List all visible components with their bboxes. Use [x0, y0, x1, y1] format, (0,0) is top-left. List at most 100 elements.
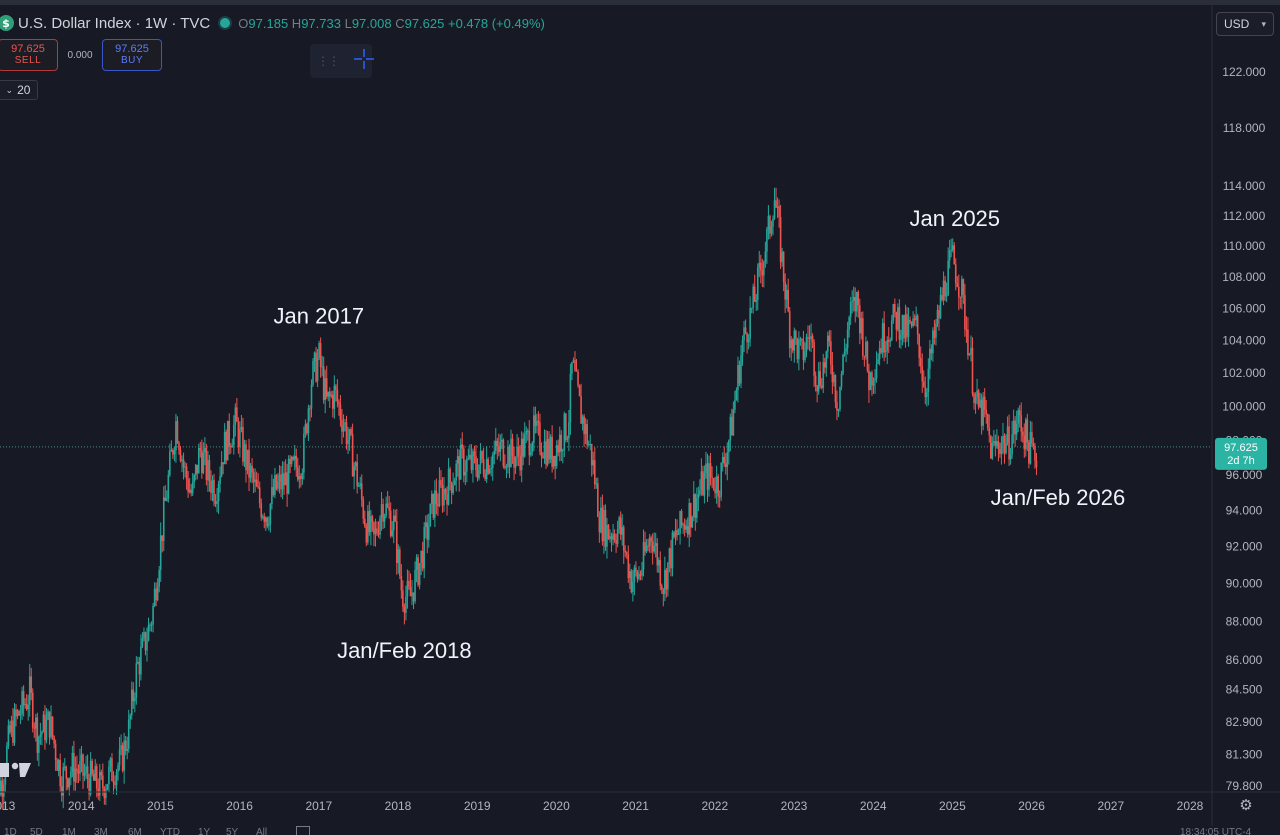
candle-body — [432, 493, 435, 518]
crosshair-icon[interactable] — [353, 48, 375, 75]
candle — [1000, 436, 1003, 465]
y-tick-label: 118.000 — [1223, 121, 1266, 135]
close-value: 97.625 — [404, 15, 445, 31]
candle-body — [391, 530, 394, 536]
candle — [295, 448, 298, 477]
candle — [846, 321, 849, 355]
candle — [488, 464, 491, 475]
candle — [134, 692, 136, 713]
candle — [129, 713, 132, 729]
candle — [741, 335, 744, 366]
candle-body — [1, 780, 4, 797]
candle — [755, 293, 758, 311]
candle — [106, 783, 109, 791]
candle-body — [813, 341, 815, 376]
candle — [641, 561, 643, 581]
candle — [845, 343, 847, 363]
candle — [889, 337, 892, 347]
candle — [82, 753, 84, 789]
symbol-title[interactable]: U.S. Dollar Index · 1W · TVC — [18, 14, 211, 32]
candle-body — [412, 592, 415, 602]
candle-body — [916, 315, 919, 335]
candle-body — [551, 436, 553, 467]
timeframe-5d[interactable]: 5D — [30, 827, 43, 835]
candle — [598, 511, 601, 543]
candle-body — [254, 479, 256, 483]
candle-body — [977, 390, 980, 408]
drag-grip-icon[interactable]: ⋮⋮ — [317, 54, 340, 68]
candle-body — [779, 217, 782, 263]
candle — [590, 443, 593, 477]
candle-body — [820, 385, 823, 388]
candle-body — [846, 329, 849, 349]
candle-body — [996, 441, 998, 446]
dollar-icon[interactable]: $ — [0, 15, 14, 31]
candle-body — [427, 526, 430, 540]
timeframe-3m[interactable]: 3M — [94, 827, 108, 835]
candle — [383, 513, 386, 529]
candle-body — [36, 717, 39, 753]
candle-body — [514, 457, 517, 468]
candle-body — [604, 510, 607, 547]
settings-gear-icon[interactable]: ⚙ — [1239, 797, 1253, 814]
timeframe-all[interactable]: All — [256, 827, 268, 835]
annotation-label[interactable]: Jan/Feb 2026 — [991, 485, 1126, 510]
candle-body — [814, 375, 817, 386]
candle-body — [458, 456, 461, 480]
candle — [243, 439, 246, 467]
calendar-icon[interactable] — [296, 826, 310, 835]
timeframe-6m[interactable]: 6M — [128, 827, 142, 835]
candle-body — [178, 442, 180, 451]
candle-body — [263, 516, 266, 522]
candle-body — [988, 427, 991, 436]
candle-body — [360, 483, 363, 500]
annotation-label[interactable]: Jan 2025 — [910, 206, 1001, 231]
candle — [540, 442, 543, 468]
candle-body — [775, 200, 777, 208]
candle-body — [660, 585, 663, 590]
buy-button[interactable]: 97.625 BUY — [102, 39, 162, 71]
candle — [953, 242, 956, 265]
candle-body — [901, 315, 904, 336]
timeframe-1d[interactable]: 1D — [4, 827, 17, 835]
candle-body — [1003, 435, 1006, 454]
candle — [537, 411, 540, 436]
candle-body — [303, 433, 305, 473]
floating-toolbar[interactable]: ⋮⋮ — [310, 44, 375, 78]
indicator-legend-toggle[interactable]: ⌄ 20 — [0, 80, 38, 100]
candle-body — [301, 472, 304, 479]
candle-body — [383, 515, 386, 522]
candle — [172, 448, 174, 459]
annotation-label[interactable]: Jan/Feb 2018 — [337, 638, 472, 663]
candle — [702, 465, 704, 497]
candle — [353, 462, 355, 490]
timeframe-1y[interactable]: 1Y — [198, 827, 211, 835]
timeframe-1m[interactable]: 1M — [62, 827, 76, 835]
candle-body — [310, 384, 313, 409]
candle-body — [583, 416, 585, 435]
candle — [319, 337, 322, 378]
candle-body — [466, 458, 468, 472]
candle — [444, 487, 447, 500]
candle — [272, 478, 275, 497]
candle-body — [703, 473, 706, 496]
candle-body — [220, 462, 223, 477]
sell-button[interactable]: 97.625 SELL — [0, 39, 58, 71]
candle-body — [875, 364, 878, 379]
timeframe-ytd[interactable]: YTD — [160, 827, 180, 835]
candle — [233, 415, 235, 455]
candle-body — [947, 260, 949, 296]
candle — [306, 422, 308, 436]
candle-body — [490, 468, 493, 470]
candle-body — [74, 768, 77, 782]
candle-body — [513, 456, 515, 468]
candle — [392, 508, 395, 544]
candle — [753, 274, 756, 303]
timeframe-5y[interactable]: 5Y — [226, 827, 239, 835]
annotation-label[interactable]: Jan 2017 — [274, 304, 365, 329]
candle-body — [392, 515, 395, 531]
candle — [278, 465, 281, 494]
currency-select[interactable]: USD ▾ — [1216, 12, 1274, 36]
candle — [848, 315, 850, 338]
